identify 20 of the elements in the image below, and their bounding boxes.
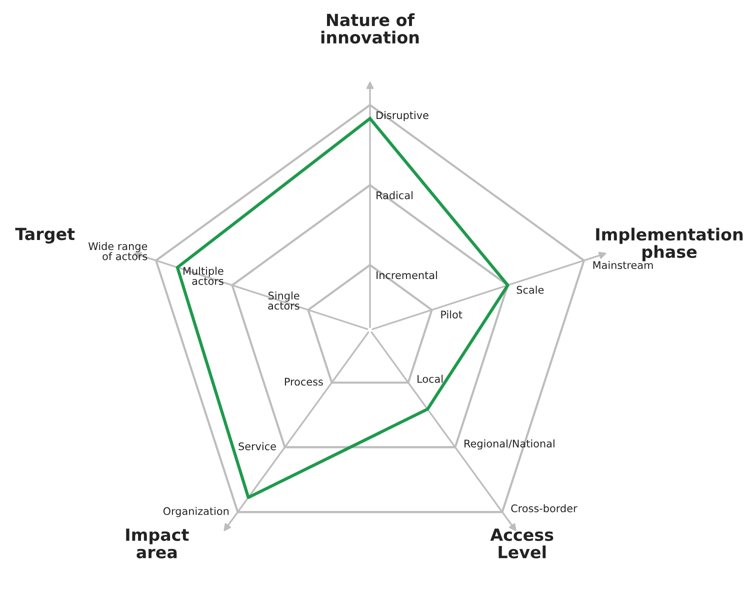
spoke-label: Impact area <box>126 528 189 558</box>
text: Process <box>284 378 323 386</box>
text: Single actors <box>268 291 300 310</box>
spoke-label: Access Level <box>490 528 554 558</box>
text: Cross-border <box>511 504 578 512</box>
spoke-label: Nature of innovation <box>321 13 419 44</box>
text: Mainstream <box>593 260 653 270</box>
text: Disruptive <box>376 111 428 122</box>
spoke-label: Target <box>15 228 75 244</box>
text: Wide range of actors <box>88 242 148 260</box>
text: Scale <box>516 286 544 294</box>
text: Pilot <box>441 310 462 318</box>
text: Organization <box>163 506 229 518</box>
text: Incremental <box>376 271 437 280</box>
text: Radical <box>376 191 412 200</box>
spoke-label: Implementation phase <box>596 228 743 262</box>
text: Regional/National <box>464 439 554 450</box>
text: Local <box>418 374 443 383</box>
text: Multiple actors <box>184 266 224 285</box>
text: Service <box>238 442 276 450</box>
